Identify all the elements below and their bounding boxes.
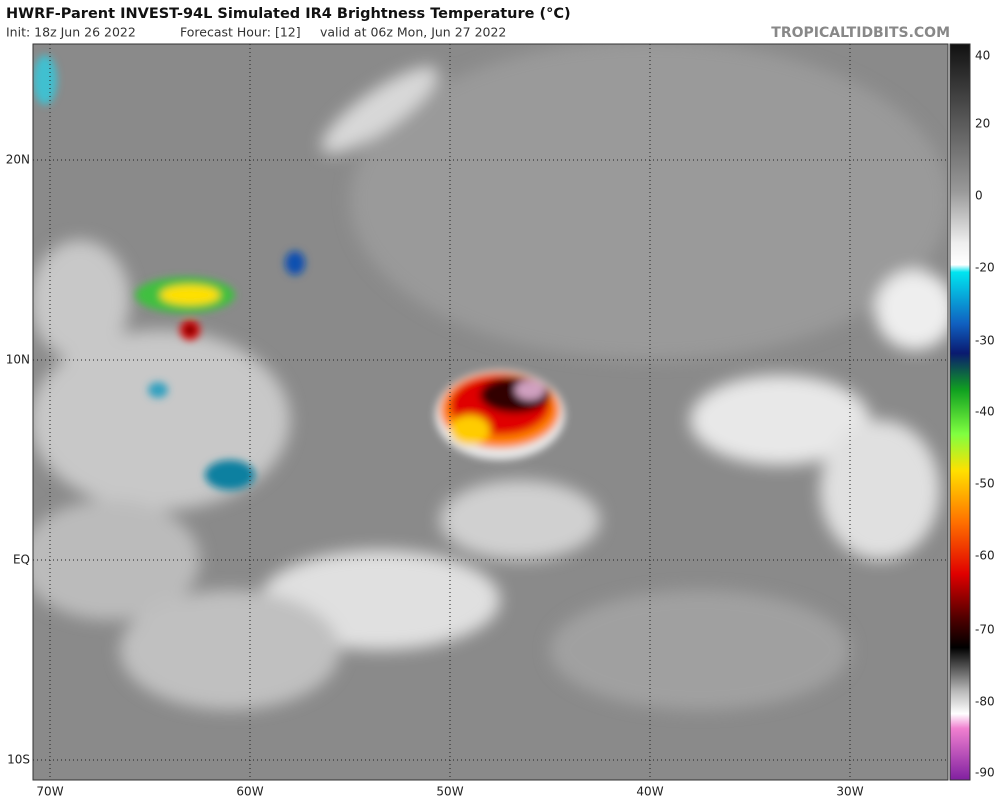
labels: 20N 10N EQ 10S 70W 60W 50W 40W 30W 40 20 0 -20 -30 -40…: [6, 49, 995, 799]
source: TROPICALTIDBITS.COM: [771, 25, 950, 41]
colorbar-label: -20: [975, 261, 995, 275]
lon-label: 70W: [36, 785, 63, 799]
valid-time: valid at 06z Mon, Jun 27 2022: [320, 25, 506, 40]
colorbar: [949, 43, 971, 781]
title: HWRF-Parent INVEST-94L Simulated IR4 Bri…: [6, 6, 571, 22]
graticule: [33, 44, 948, 780]
colorbar-label: -40: [975, 405, 995, 419]
init-time: Init: 18z Jun 26 2022: [6, 25, 136, 40]
lon-label: 30W: [836, 785, 863, 799]
lon-label: 40W: [636, 785, 663, 799]
colorbar-label: -50: [975, 477, 995, 491]
colorbar-label: 40: [975, 49, 990, 63]
lat-label: 10N: [6, 353, 30, 367]
lat-label: 20N: [6, 153, 30, 167]
lat-label: 10S: [7, 753, 30, 767]
lon-label: 50W: [436, 785, 463, 799]
colorbar-label: -90: [975, 766, 995, 780]
colorbar-label: -70: [975, 623, 995, 637]
colorbar-label: 20: [975, 117, 990, 131]
colorbar-label: -30: [975, 334, 995, 348]
forecast-hour: Forecast Hour: [12]: [180, 25, 301, 40]
colorbar-label: 0: [975, 189, 983, 203]
colorbar-label: -80: [975, 695, 995, 709]
lat-label: EQ: [13, 553, 30, 567]
map-frame: [32, 43, 949, 781]
satellite-map: [33, 44, 948, 780]
colorbar-label: -60: [975, 549, 995, 563]
lon-label: 60W: [236, 785, 263, 799]
